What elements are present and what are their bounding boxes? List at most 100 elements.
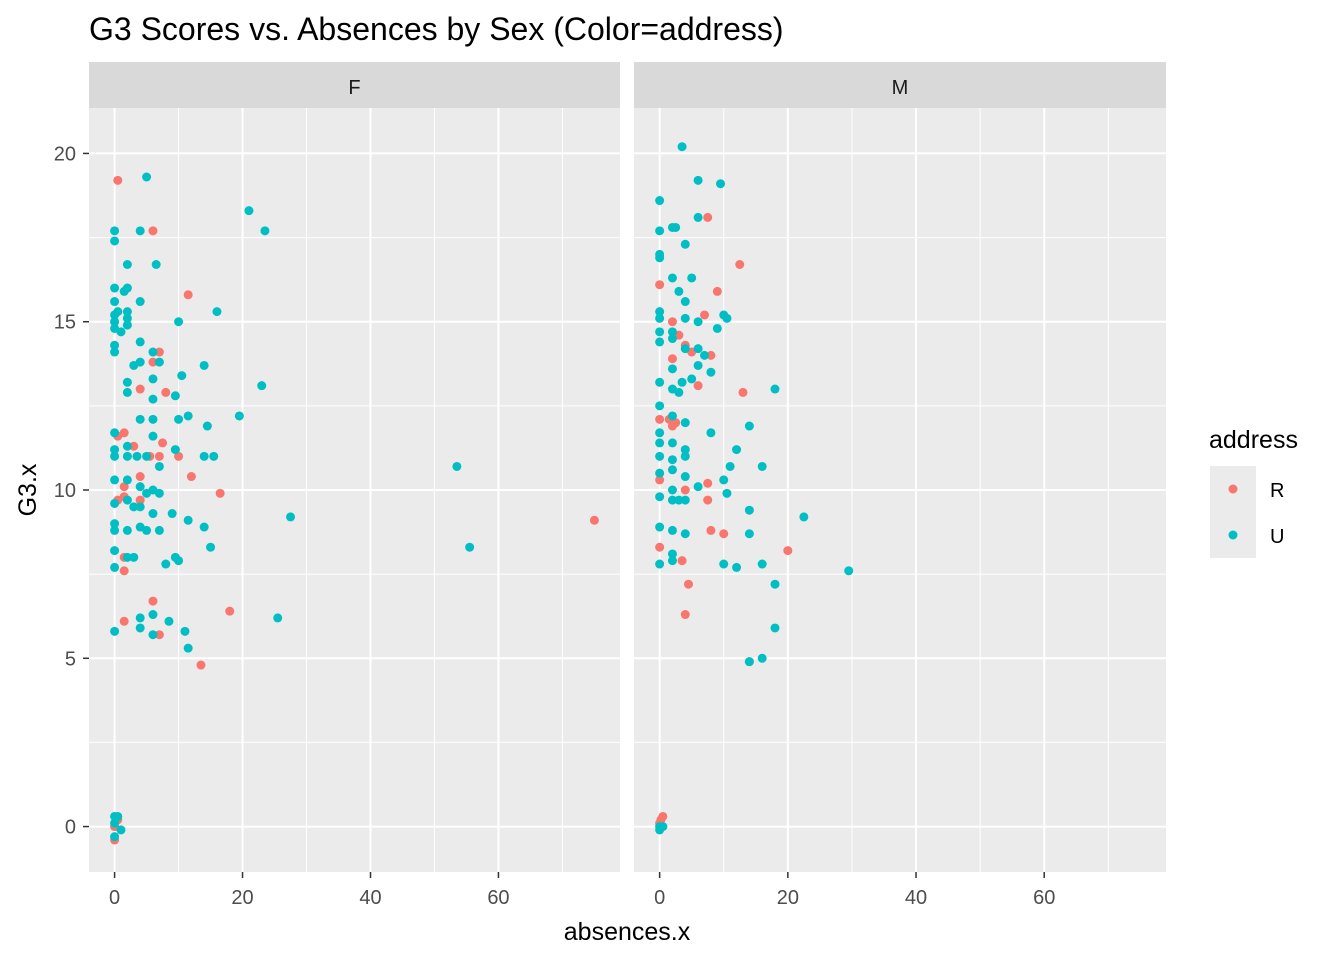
data-point-u (674, 387, 684, 397)
data-point-u (667, 455, 677, 465)
data-point-u (770, 623, 780, 633)
data-point-u (183, 411, 193, 421)
data-point-u (677, 142, 687, 152)
facet-panel-f: F (89, 62, 620, 872)
data-point-u (732, 445, 742, 455)
data-point-u (142, 525, 152, 535)
y-tick-label: 10 (54, 480, 76, 502)
data-point-u (744, 421, 754, 431)
data-point-u (655, 196, 665, 206)
data-point-u (667, 525, 677, 535)
data-point-u (129, 502, 139, 512)
data-point-r (706, 350, 716, 360)
facet-label-m: M (892, 77, 909, 99)
data-point-u (770, 579, 780, 589)
data-point-u (142, 451, 152, 461)
data-point-r (783, 546, 793, 556)
data-point-u (667, 495, 677, 505)
data-point-u (655, 468, 665, 478)
y-tick-label: 5 (65, 648, 76, 670)
x-tick-label: 20 (777, 887, 799, 909)
legend-label-r: R (1270, 480, 1284, 502)
legend-swatch-u (1228, 530, 1238, 540)
data-point-u (110, 236, 120, 246)
data-point-r (706, 525, 716, 535)
data-point-u (286, 512, 296, 522)
data-point-r (158, 438, 168, 448)
data-point-u (154, 461, 164, 471)
data-point-u (110, 475, 120, 485)
data-point-r (183, 290, 193, 300)
data-point-u (667, 364, 677, 374)
x-axis-title: absences.x (564, 918, 691, 946)
x-tick-label: 0 (109, 887, 120, 909)
data-point-u (113, 307, 123, 317)
data-point-u (725, 461, 735, 471)
data-point-u (174, 317, 184, 327)
data-point-u (132, 451, 142, 461)
data-point-r (135, 472, 145, 482)
data-point-r (148, 226, 158, 236)
data-point-u (655, 253, 665, 263)
data-point-u (744, 657, 754, 667)
data-point-r (671, 418, 681, 428)
data-point-u (122, 260, 132, 270)
data-point-u (148, 347, 158, 357)
data-point-u (655, 428, 665, 438)
data-point-r (667, 317, 677, 327)
data-point-u (129, 552, 139, 562)
data-point-r (215, 488, 225, 498)
facet-panel-m: M (634, 62, 1166, 872)
data-point-r (655, 475, 665, 485)
data-point-r (174, 451, 184, 461)
data-point-u (680, 239, 690, 249)
data-point-r (119, 616, 129, 626)
data-point-u (122, 377, 132, 387)
data-point-r (703, 495, 713, 505)
data-point-u (719, 475, 729, 485)
data-point-u (110, 445, 120, 455)
data-point-u (122, 307, 132, 317)
data-point-u (655, 327, 665, 337)
data-point-u (135, 357, 145, 367)
data-point-u (161, 559, 171, 569)
data-point-u (667, 411, 677, 421)
data-point-r (693, 381, 703, 391)
data-point-u (135, 414, 145, 424)
data-point-u (465, 542, 475, 552)
data-point-r (161, 387, 171, 397)
data-point-u (110, 525, 120, 535)
data-point-r (119, 566, 129, 576)
data-point-u (452, 461, 462, 471)
data-point-u (110, 562, 120, 572)
data-point-u (693, 175, 703, 185)
legend: address R U (1209, 426, 1298, 558)
data-point-u (110, 818, 120, 828)
data-point-u (234, 411, 244, 421)
data-point-u (770, 384, 780, 394)
data-point-u (687, 374, 697, 384)
data-point-u (135, 613, 145, 623)
data-point-r (129, 441, 139, 451)
data-point-u (110, 340, 120, 350)
grid-f (89, 108, 620, 872)
data-point-u (677, 377, 687, 387)
data-point-u (655, 226, 665, 236)
data-point-u (212, 307, 222, 317)
data-point-u (757, 461, 767, 471)
data-point-u (135, 337, 145, 347)
data-point-u (122, 475, 132, 485)
data-point-u (680, 344, 690, 354)
data-point-u (658, 822, 668, 832)
data-point-u (148, 394, 158, 404)
data-point-u (122, 283, 132, 293)
data-point-u (148, 509, 158, 519)
data-point-u (687, 273, 697, 283)
data-point-u (680, 472, 690, 482)
data-point-u (712, 323, 722, 333)
data-point-r (186, 472, 196, 482)
data-point-u (680, 529, 690, 539)
facet-strip-m (634, 62, 1166, 108)
data-point-u (680, 445, 690, 455)
